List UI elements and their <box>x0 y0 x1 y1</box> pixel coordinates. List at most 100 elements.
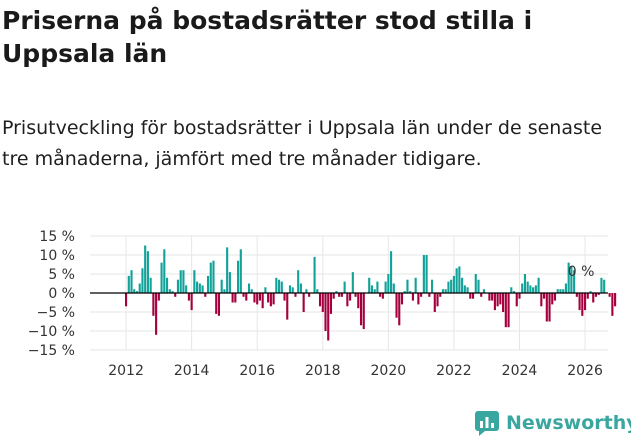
bar <box>551 293 554 305</box>
bar <box>537 277 540 293</box>
y-tick-label: 10 % <box>39 248 75 264</box>
bar <box>357 293 360 309</box>
bar <box>176 279 180 293</box>
bar <box>379 293 382 297</box>
bar <box>455 268 458 293</box>
bar <box>327 293 330 341</box>
bar <box>512 291 516 293</box>
bar <box>480 293 483 297</box>
bar <box>349 293 352 301</box>
y-tick-label: −10 % <box>28 324 75 340</box>
bar <box>299 283 302 293</box>
bar <box>305 289 308 293</box>
y-tick-label: 5 % <box>48 267 75 283</box>
annotation-label: 0 % <box>568 264 595 280</box>
bar <box>332 293 335 299</box>
bar <box>403 291 406 293</box>
x-axis-ticks: 2012 2014 2016 2018 2020 2022 2024 2026 <box>108 363 603 379</box>
bar <box>146 251 149 293</box>
bar <box>201 285 204 293</box>
bar <box>277 279 281 293</box>
bar <box>247 283 251 293</box>
bar <box>163 249 166 293</box>
bar <box>458 266 461 293</box>
x-tick-label: 2026 <box>567 363 603 379</box>
bar <box>308 293 311 297</box>
bar <box>237 260 240 293</box>
newsworthy-logo-icon <box>475 411 499 436</box>
bar <box>171 291 174 293</box>
y-tick-label: 15 % <box>39 229 75 245</box>
bar <box>196 281 199 293</box>
bar <box>174 293 177 297</box>
bar <box>575 293 578 297</box>
bar <box>570 266 573 293</box>
bar <box>608 293 611 297</box>
bar <box>420 293 423 297</box>
annotations: 0 % <box>568 264 595 280</box>
bar <box>362 293 365 330</box>
bar <box>581 293 584 316</box>
bar <box>269 293 272 307</box>
bar <box>515 293 518 307</box>
bar <box>521 283 524 293</box>
bar <box>559 289 562 293</box>
bar <box>583 293 587 311</box>
bar <box>152 293 155 316</box>
bar <box>206 275 210 293</box>
bar <box>390 251 393 293</box>
bar <box>567 262 570 293</box>
y-tick-label: −15 % <box>28 343 75 359</box>
bar <box>564 283 567 293</box>
x-tick-label: 2024 <box>502 363 538 379</box>
bar <box>471 293 475 299</box>
bar <box>313 256 316 293</box>
bar <box>499 293 502 305</box>
bar <box>603 279 606 293</box>
bar <box>343 281 346 293</box>
bar <box>318 293 322 307</box>
bar <box>264 287 267 293</box>
bar <box>614 293 617 307</box>
bar <box>267 293 270 303</box>
bar <box>594 293 598 297</box>
bar <box>149 277 152 293</box>
bar <box>239 249 242 293</box>
bar <box>190 293 193 311</box>
bar <box>212 260 215 293</box>
bar <box>223 289 226 293</box>
bar <box>548 293 551 322</box>
bar <box>523 274 527 293</box>
bar <box>294 293 297 297</box>
bar <box>258 293 261 301</box>
brand-name: Newsworthy <box>506 412 631 434</box>
bar <box>556 289 559 293</box>
bar <box>187 293 190 301</box>
bar <box>231 293 234 303</box>
bar <box>507 293 510 328</box>
bar <box>338 293 341 297</box>
bar <box>179 270 182 293</box>
bar <box>573 270 576 293</box>
bar <box>477 279 480 293</box>
x-tick-label: 2018 <box>305 363 341 379</box>
bar <box>406 279 409 293</box>
bar <box>518 293 521 299</box>
bar <box>586 293 589 299</box>
bar <box>228 272 231 293</box>
bar <box>376 281 379 293</box>
bar <box>436 293 439 307</box>
bar <box>321 293 324 312</box>
bar <box>463 285 466 293</box>
bar <box>346 293 349 307</box>
bar <box>215 293 218 314</box>
bar <box>411 293 414 301</box>
brand-logo: Newsworthy <box>474 408 631 438</box>
bar <box>144 245 147 293</box>
bar <box>414 277 417 293</box>
bar <box>540 293 543 307</box>
bar <box>461 277 464 293</box>
bar <box>504 293 507 328</box>
bar <box>553 293 557 301</box>
bar <box>329 293 333 314</box>
